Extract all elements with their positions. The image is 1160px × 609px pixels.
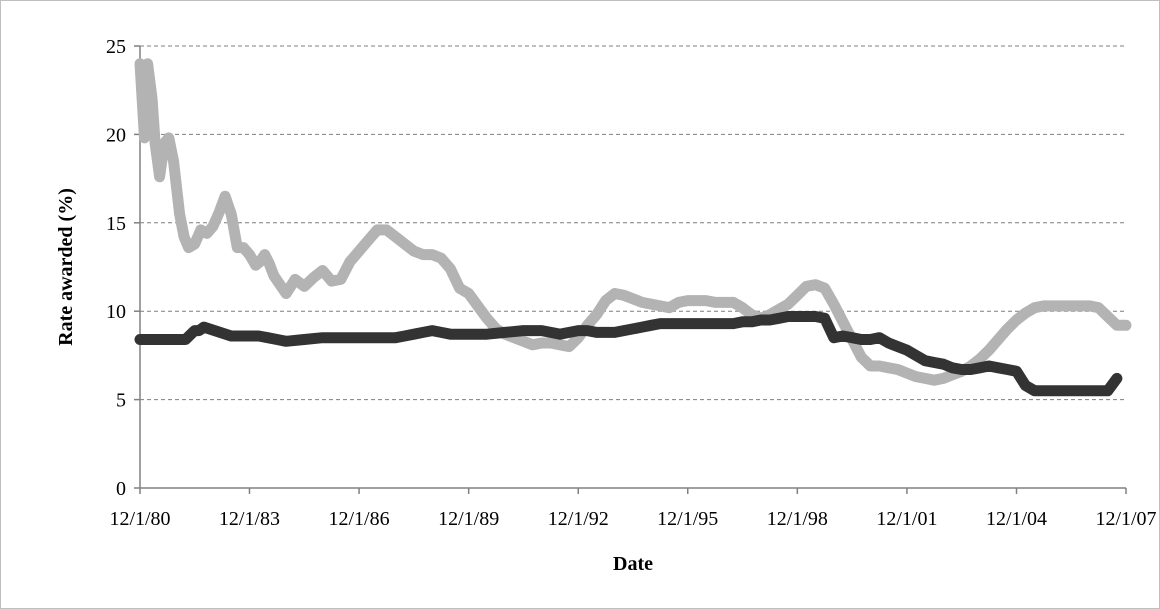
x-tick-label: 12/1/92 [548,508,609,530]
series-line-2 [134,311,1123,397]
x-tick-label: 12/1/95 [657,508,718,530]
x-tick-label: 12/1/86 [329,508,390,530]
gridlines [140,45,1126,401]
x-tick-label: 12/1/07 [1095,508,1156,530]
x-tick-label: 12/1/98 [767,508,828,530]
series-lines [134,58,1132,397]
x-tick-label: 12/1/89 [438,508,499,530]
y-tick-labels: 0 5 10 15 20 25 [106,36,126,500]
y-tick-label: 0 [116,478,126,500]
y-tick-label: 20 [106,124,126,146]
x-tick-labels: 12/1/80 12/1/83 12/1/86 12/1/89 12/1/92 12/1/… [109,508,1156,530]
x-tick-label: 12/1/80 [109,508,170,530]
y-tick-label: 15 [106,213,126,235]
series-line-1 [134,58,1132,386]
y-tick-label: 10 [106,301,126,323]
x-tick-label: 12/1/04 [986,508,1047,530]
x-tick-label: 12/1/01 [876,508,937,530]
x-tick-label: 12/1/83 [219,508,280,530]
y-tick-label: 5 [116,390,126,412]
x-axis-title: Date [613,553,653,575]
y-tick-label: 25 [106,36,126,58]
axes [134,45,1127,494]
y-axis-title: Rate awarded (%) [55,188,77,346]
